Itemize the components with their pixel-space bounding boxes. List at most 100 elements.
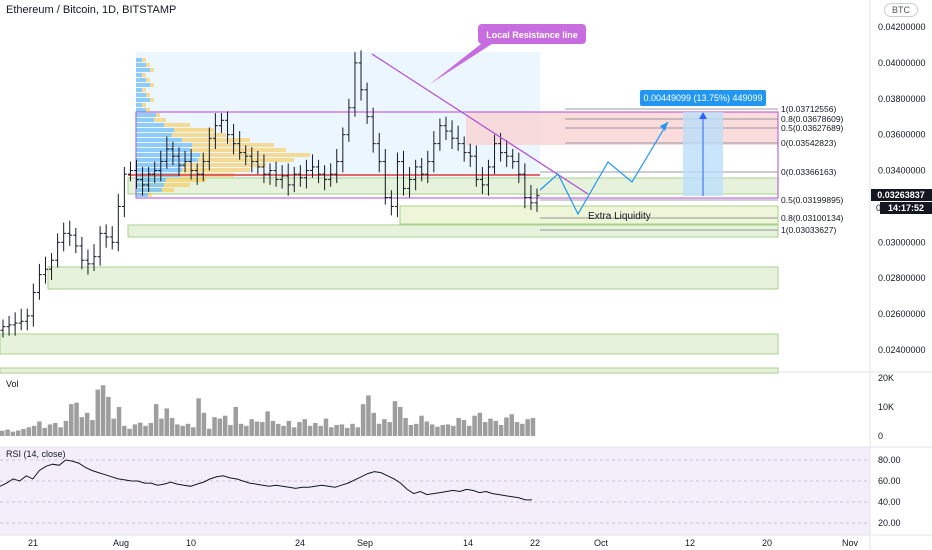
volume-bar	[488, 418, 493, 436]
volume-bar	[47, 424, 53, 436]
volume-bar	[509, 414, 514, 436]
volume-bar	[504, 417, 509, 436]
zone-green	[47, 266, 779, 290]
profile-bar	[136, 153, 200, 157]
volume-bar	[350, 423, 355, 436]
callout-pointer	[430, 40, 498, 84]
fib-label: 0.8(0.03100134)	[781, 213, 844, 223]
zone-green	[127, 177, 779, 195]
price-tick-label: 0.02600000	[878, 309, 926, 319]
volume-bar	[233, 407, 239, 436]
profile-bar	[182, 168, 250, 172]
profile-bar	[142, 103, 146, 107]
volume-bar	[313, 422, 318, 436]
volume-bar	[222, 415, 228, 436]
rsi-tick-label: 40.00	[878, 497, 901, 507]
price-axis: 0.04200000 0.04000000 0.03800000 0.03600000…	[878, 22, 926, 355]
volume-bar	[191, 427, 196, 436]
volume-bar	[270, 420, 276, 436]
volume-series	[0, 385, 536, 436]
volume-bar	[376, 423, 382, 436]
profile-bar	[154, 118, 166, 122]
volume-bar	[498, 424, 504, 436]
rsi-axis: 80.00 60.00 40.00 20.00	[878, 455, 901, 528]
time-axis: 21 Aug 10 24 Sep 14 22 Oct 12 20 Nov	[28, 538, 859, 548]
zone-green	[127, 224, 779, 238]
volume-bar	[244, 425, 249, 436]
volume-bar	[419, 415, 424, 436]
resistance-label: Local Resistance line	[486, 30, 578, 40]
profile-bar	[156, 113, 160, 117]
volume-bar	[291, 427, 297, 436]
volume-bar	[111, 418, 116, 436]
volume-bar	[116, 407, 122, 436]
volume-bar	[21, 429, 26, 436]
fib-label: 0(0.03542823)	[781, 138, 836, 148]
volume-bar	[10, 431, 16, 436]
volume-bar	[95, 389, 101, 436]
volume-bar	[143, 425, 148, 436]
volume-bar	[84, 412, 90, 436]
price-series	[0, 50, 540, 338]
volume-bar	[520, 423, 525, 436]
volume-bar	[53, 422, 58, 436]
volume-bar	[31, 425, 37, 436]
volume-bar	[37, 421, 42, 436]
volume-bar	[403, 418, 408, 436]
countdown-tag	[880, 202, 932, 214]
price-tick-label: 0.04200000	[878, 22, 926, 32]
profile-bar	[136, 103, 142, 107]
profile-bar	[136, 68, 150, 72]
fib-label: 1(0.03712556)	[781, 104, 836, 114]
volume-bar	[408, 424, 414, 436]
volume-bar	[429, 424, 435, 436]
volume-bar	[58, 427, 63, 436]
fib-levels: 1(0.03712556)0.8(0.03678609)0.5(0.036276…	[540, 104, 844, 235]
profile-bar	[136, 113, 156, 117]
price-tick-label: 0.04000000	[878, 58, 926, 68]
profile-bar	[136, 78, 146, 82]
rsi-tick-label: 20.00	[878, 518, 901, 528]
fib-label: 1(0.03033627)	[781, 225, 836, 235]
profile-bar	[136, 108, 146, 112]
profile-bar	[136, 168, 182, 172]
volume-bar	[212, 417, 217, 436]
volume-bar	[472, 415, 477, 436]
profile-bar	[172, 133, 226, 137]
rsi-tick-label: 60.00	[878, 476, 901, 486]
currency-badge[interactable]: BTC	[884, 3, 918, 17]
volume-bar	[477, 412, 483, 436]
volume-bar	[456, 418, 461, 436]
volume-bar	[254, 421, 260, 436]
profile-bar	[136, 63, 146, 67]
resistance-line	[371, 53, 589, 195]
volume-bar	[525, 419, 530, 436]
volume-bar	[339, 424, 345, 436]
profile-bar	[164, 183, 190, 187]
volume-bar	[461, 420, 467, 436]
volume-bar	[467, 425, 472, 436]
measure-arrow	[699, 112, 707, 119]
profile-bar	[142, 88, 146, 92]
volume-bar	[493, 420, 499, 436]
time-tick-label: Aug	[113, 538, 129, 548]
profile-bar	[136, 143, 192, 147]
volume-bar	[435, 426, 440, 436]
fib-label: 0.5(0.03627689)	[781, 123, 844, 133]
volume-bar	[334, 424, 339, 436]
volume-bar	[382, 419, 387, 436]
profile-bar	[150, 68, 154, 72]
last-price: 0.03263837	[877, 190, 925, 200]
profile-bar	[136, 123, 164, 127]
profile-bar	[136, 133, 172, 137]
profile-bar	[150, 83, 154, 87]
volume-bar	[217, 418, 223, 436]
profile-bar	[192, 143, 274, 147]
time-tick-label: 20	[762, 538, 772, 548]
measure-label-bg	[640, 90, 766, 106]
profile-bar	[190, 148, 286, 152]
fib-label: 0.8(0.03678609)	[781, 114, 844, 124]
time-tick-label: 22	[530, 538, 540, 548]
price-tick-label: 0.03600000	[878, 130, 926, 140]
